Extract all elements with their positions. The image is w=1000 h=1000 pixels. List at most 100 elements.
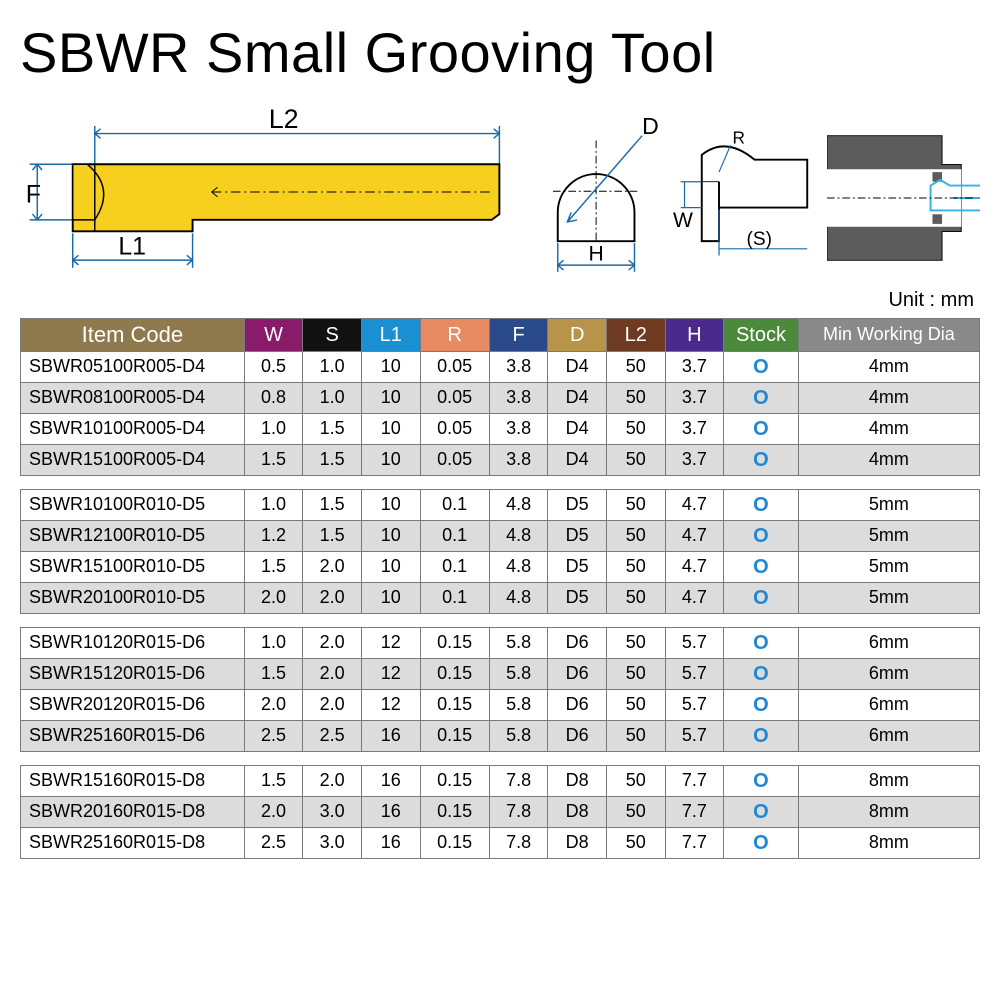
col-header-S: S [303, 319, 362, 352]
cell-R: 0.15 [420, 690, 489, 721]
table-row: SBWR20120R015-D62.02.0120.155.8D6505.7O6… [21, 690, 980, 721]
cell-F: 3.8 [489, 383, 548, 414]
cell-H: 3.7 [665, 414, 724, 445]
cell-stock: O [724, 583, 799, 614]
group-gap [21, 476, 980, 490]
tool-body [73, 164, 500, 231]
cell-D: D4 [548, 445, 607, 476]
cell-min: 4mm [798, 352, 979, 383]
cell-S: 2.0 [303, 628, 362, 659]
cell-R: 0.15 [420, 721, 489, 752]
label-l1: L1 [118, 232, 146, 260]
cell-H: 4.7 [665, 552, 724, 583]
cell-stock: O [724, 690, 799, 721]
table-row: SBWR10120R015-D61.02.0120.155.8D6505.7O6… [21, 628, 980, 659]
cell-D: D5 [548, 521, 607, 552]
cell-min: 6mm [798, 628, 979, 659]
table-row: SBWR15100R010-D51.52.0100.14.8D5504.7O5m… [21, 552, 980, 583]
cell-stock: O [724, 828, 799, 859]
cell-L2: 50 [606, 721, 665, 752]
cell-L2: 50 [606, 414, 665, 445]
cell-min: 5mm [798, 552, 979, 583]
cell-item: SBWR05100R005-D4 [21, 352, 245, 383]
label-s: (S) [746, 229, 772, 250]
cell-L1: 10 [361, 521, 420, 552]
diagram-tip-detail: R W (S) [673, 113, 817, 283]
cell-H: 4.7 [665, 583, 724, 614]
cell-S: 2.0 [303, 690, 362, 721]
cell-stock: O [724, 414, 799, 445]
cell-R: 0.05 [420, 414, 489, 445]
table-row: SBWR08100R005-D40.81.0100.053.8D4503.7O4… [21, 383, 980, 414]
cell-H: 4.7 [665, 521, 724, 552]
group-gap [21, 752, 980, 766]
cell-S: 1.5 [303, 490, 362, 521]
cell-H: 5.7 [665, 690, 724, 721]
cell-S: 2.0 [303, 552, 362, 583]
cell-W: 1.5 [244, 766, 303, 797]
cell-D: D8 [548, 797, 607, 828]
col-header-stock: Stock [724, 319, 799, 352]
cell-D: D8 [548, 766, 607, 797]
cell-S: 3.0 [303, 797, 362, 828]
col-header-W: W [244, 319, 303, 352]
cell-W: 2.0 [244, 690, 303, 721]
cell-stock: O [724, 766, 799, 797]
cell-stock: O [724, 490, 799, 521]
cell-S: 3.0 [303, 828, 362, 859]
cell-min: 8mm [798, 828, 979, 859]
col-header-R: R [420, 319, 489, 352]
cell-S: 1.0 [303, 383, 362, 414]
cell-L2: 50 [606, 445, 665, 476]
cell-L1: 12 [361, 628, 420, 659]
cell-S: 1.5 [303, 521, 362, 552]
cell-D: D6 [548, 628, 607, 659]
cell-R: 0.05 [420, 383, 489, 414]
cell-L1: 16 [361, 797, 420, 828]
cell-S: 2.0 [303, 659, 362, 690]
cell-stock: O [724, 445, 799, 476]
table-row: SBWR15100R005-D41.51.5100.053.8D4503.7O4… [21, 445, 980, 476]
table-row: SBWR10100R005-D41.01.5100.053.8D4503.7O4… [21, 414, 980, 445]
cell-L2: 50 [606, 521, 665, 552]
cell-item: SBWR10100R005-D4 [21, 414, 245, 445]
cell-item: SBWR25160R015-D6 [21, 721, 245, 752]
cell-H: 3.7 [665, 445, 724, 476]
cell-F: 5.8 [489, 721, 548, 752]
cell-item: SBWR15160R015-D8 [21, 766, 245, 797]
cell-L2: 50 [606, 797, 665, 828]
label-d: D [642, 113, 659, 139]
table-row: SBWR10100R010-D51.01.5100.14.8D5504.7O5m… [21, 490, 980, 521]
cell-W: 1.5 [244, 552, 303, 583]
cell-D: D4 [548, 352, 607, 383]
table-body: SBWR05100R005-D40.51.0100.053.8D4503.7O4… [21, 352, 980, 859]
cell-W: 2.0 [244, 583, 303, 614]
cell-min: 4mm [798, 445, 979, 476]
cell-S: 2.5 [303, 721, 362, 752]
cell-L2: 50 [606, 766, 665, 797]
cell-H: 7.7 [665, 766, 724, 797]
cell-W: 1.5 [244, 445, 303, 476]
cell-item: SBWR10100R010-D5 [21, 490, 245, 521]
cell-W: 1.0 [244, 490, 303, 521]
col-header-min: Min Working Dia [798, 319, 979, 352]
cell-W: 1.0 [244, 628, 303, 659]
cell-D: D4 [548, 383, 607, 414]
cell-item: SBWR20120R015-D6 [21, 690, 245, 721]
cell-F: 4.8 [489, 583, 548, 614]
cell-L1: 10 [361, 583, 420, 614]
cell-W: 0.5 [244, 352, 303, 383]
cell-F: 7.8 [489, 828, 548, 859]
cell-F: 5.8 [489, 690, 548, 721]
table-row: SBWR20100R010-D52.02.0100.14.8D5504.7O5m… [21, 583, 980, 614]
cell-W: 2.5 [244, 828, 303, 859]
label-r: R [732, 127, 744, 147]
cell-W: 2.0 [244, 797, 303, 828]
cell-D: D5 [548, 583, 607, 614]
cell-L1: 10 [361, 552, 420, 583]
label-f: F [26, 181, 41, 209]
spec-table: Item CodeWSL1RFDL2HStockMin Working Dia … [20, 318, 980, 859]
table-row: SBWR12100R010-D51.21.5100.14.8D5504.7O5m… [21, 521, 980, 552]
cell-R: 0.1 [420, 552, 489, 583]
cell-stock: O [724, 521, 799, 552]
